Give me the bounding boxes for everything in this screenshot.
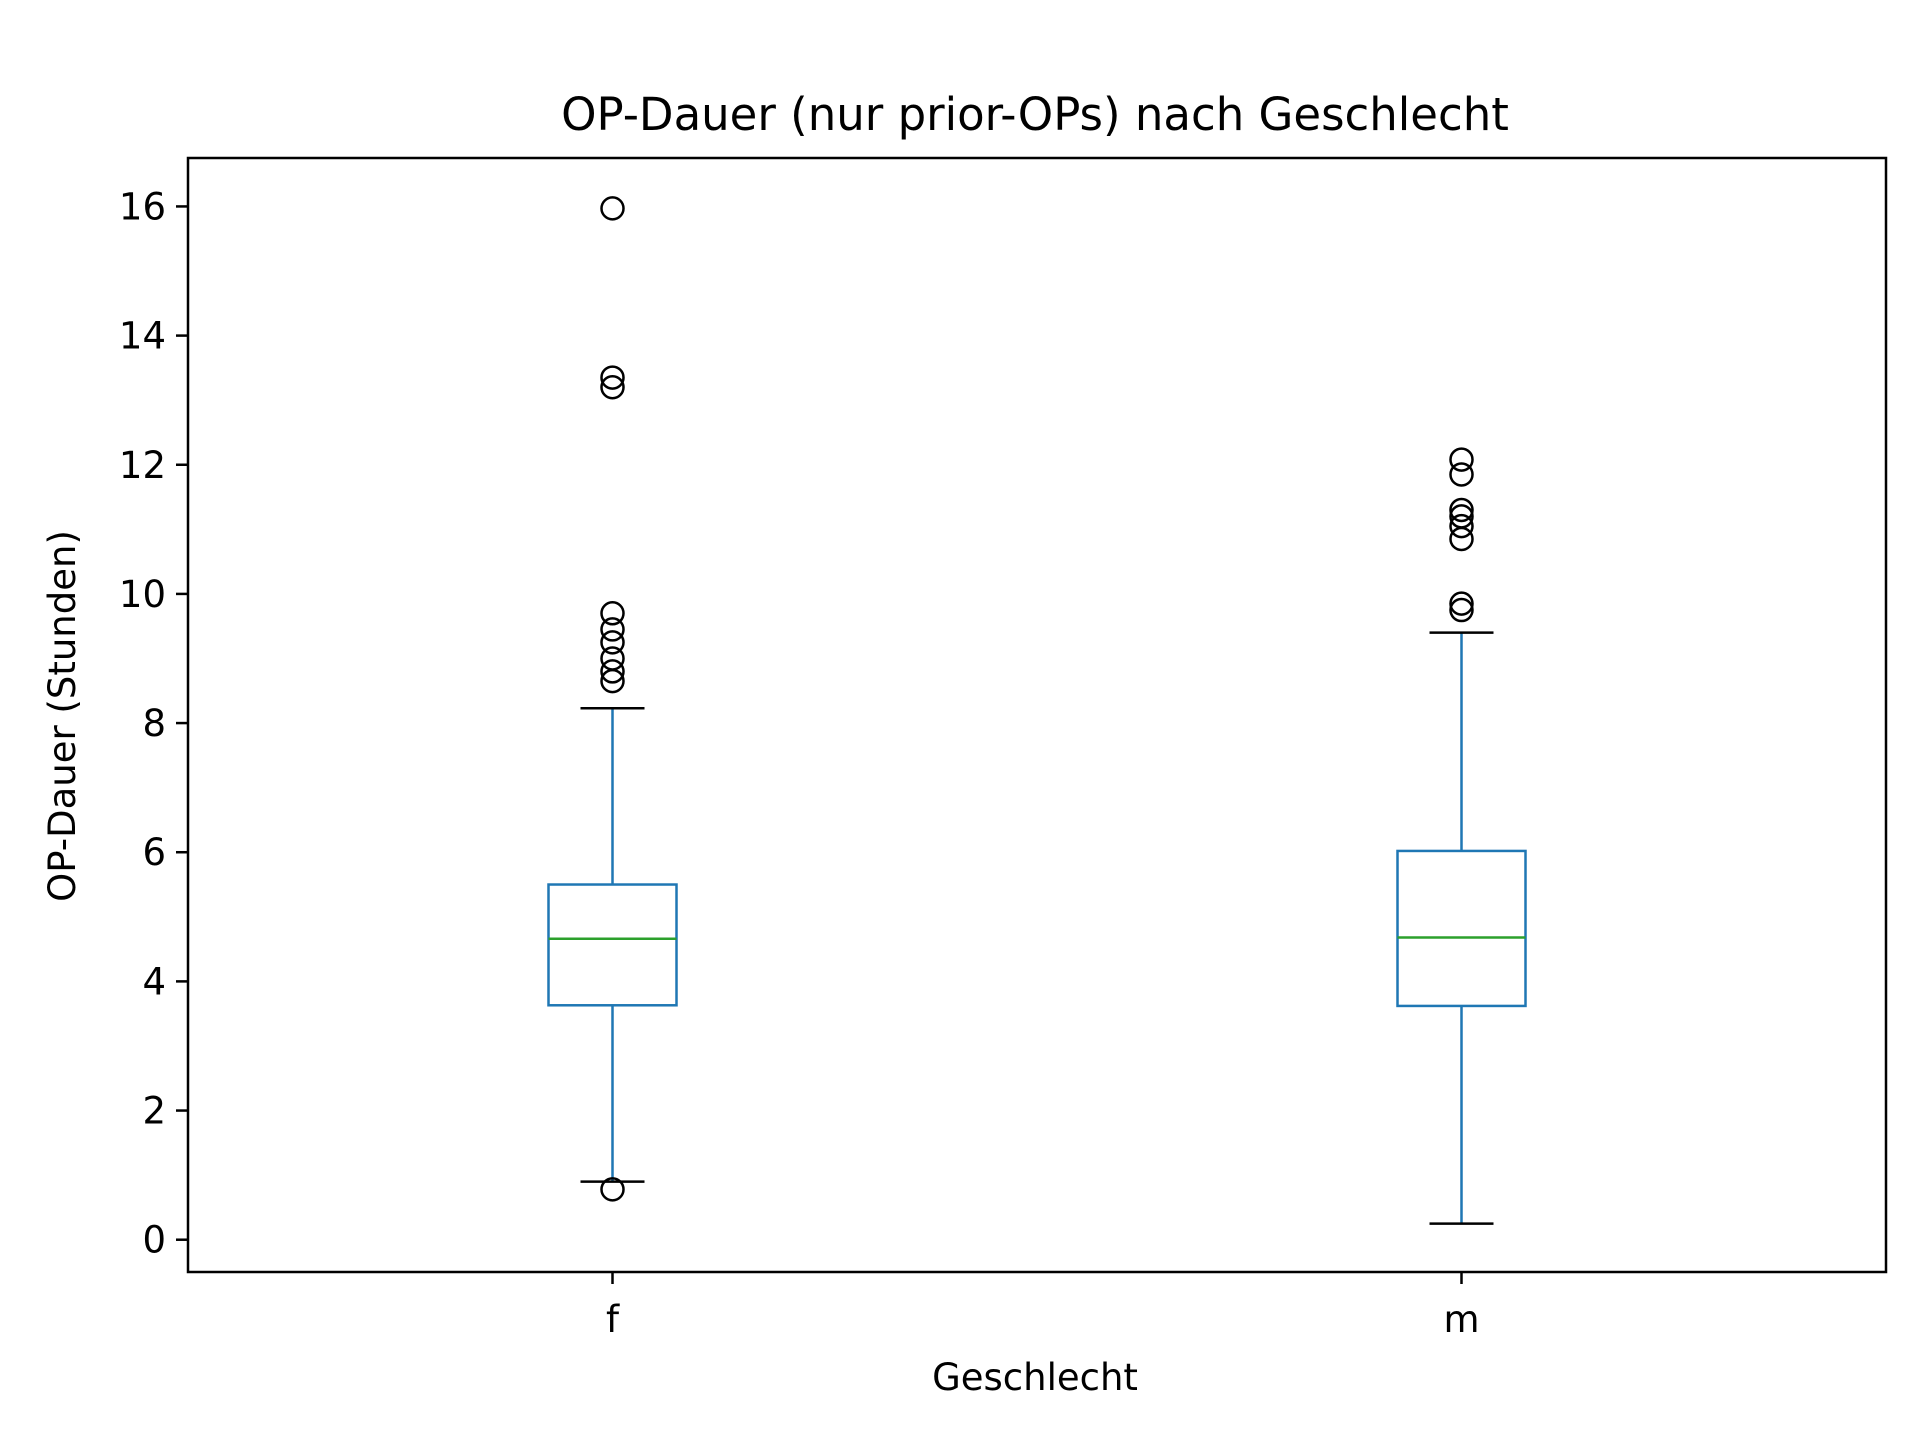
plot-frame (186, 156, 1888, 1274)
outlier-point (600, 1177, 625, 1202)
outlier-point (600, 659, 625, 684)
outlier-point (1449, 513, 1474, 539)
outlier-point (600, 668, 625, 694)
outlier-point (600, 646, 625, 671)
y-axis-label: OP-Dauer (Stunden) (41, 530, 84, 902)
y-tick-label: 14 (119, 315, 166, 358)
outlier-point (600, 375, 625, 400)
outlier-point (1449, 591, 1474, 616)
y-tick-label: 2 (142, 1090, 166, 1133)
outlier-point (600, 630, 625, 655)
box-iqr (1396, 849, 1527, 1008)
y-tick-label: 8 (142, 702, 166, 745)
x-tick-label: m (1443, 1298, 1479, 1341)
chart-title: OP-Dauer (nur prior-OPs) nach Geschlecht (561, 88, 1509, 141)
y-tick-label: 12 (119, 444, 166, 487)
y-tick-label: 6 (142, 831, 166, 874)
y-tick-label: 4 (142, 960, 166, 1003)
outlier-point (1449, 497, 1474, 523)
y-tick-label: 10 (119, 573, 166, 616)
outlier-point (1449, 447, 1474, 472)
plot-area: 0 2 4 6 8 10 12 14 16 f m (119, 156, 1888, 1341)
outlier-point (1449, 597, 1474, 623)
outlier-point (1449, 526, 1474, 552)
outlier-point (600, 196, 625, 221)
x-axis-label: Geschlecht (932, 1356, 1138, 1399)
outlier-point (600, 365, 625, 390)
outlier-point (1449, 462, 1474, 487)
box-iqr (547, 883, 678, 1007)
outlier-point (600, 617, 625, 642)
x-tick-label: f (606, 1298, 620, 1341)
y-tick-label: 0 (142, 1219, 166, 1262)
y-tick-label: 16 (119, 185, 166, 228)
outlier-point (600, 601, 625, 626)
